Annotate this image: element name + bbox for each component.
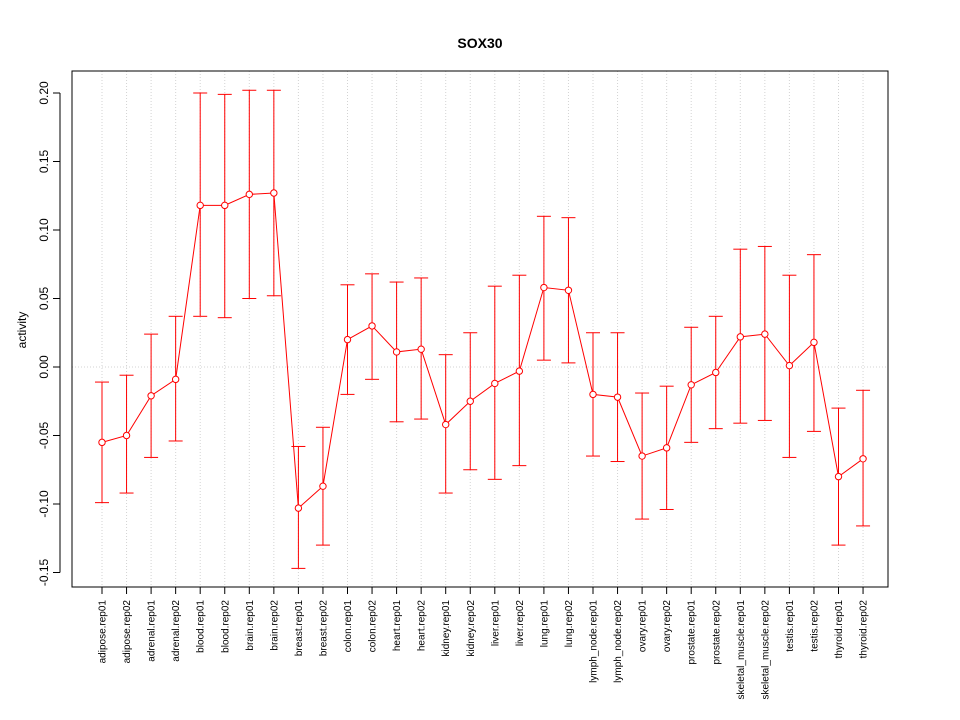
data-point <box>122 431 131 440</box>
data-point <box>761 330 769 338</box>
data-point <box>687 381 695 389</box>
data-point <box>392 348 401 356</box>
y-axis-title: activity <box>15 312 29 349</box>
data-point <box>417 345 425 353</box>
x-tick-label: lung.rep02 <box>564 600 575 648</box>
data-point <box>147 392 155 400</box>
data-point <box>98 438 106 447</box>
x-tick-label: thyroid.rep02 <box>859 600 870 659</box>
x-tick-label: liver.rep02 <box>515 600 526 647</box>
x-tick-label: lymph_node.rep02 <box>613 600 624 683</box>
data-point <box>294 504 303 512</box>
x-tick-label: heart.rep02 <box>417 600 428 652</box>
data-point <box>442 420 450 429</box>
y-tick-label: -0.15 <box>37 559 51 587</box>
axes: -0.15 -0.10 -0.05 0.00 0.05 0.10 0.15 0.20 adipo… <box>37 81 870 700</box>
data-point <box>859 455 867 463</box>
y-tick-label: -0.05 <box>37 422 51 450</box>
x-tick-label: blood.rep02 <box>220 600 231 653</box>
x-tick-label: brain.rep01 <box>245 600 256 651</box>
data-point <box>736 333 744 341</box>
data-point <box>712 368 720 377</box>
data-point <box>466 397 474 405</box>
x-tick-label: kidney.rep01 <box>441 600 452 657</box>
x-tick-label: thyroid.rep01 <box>834 600 845 659</box>
data-point <box>834 472 843 481</box>
x-tick-label: prostate.rep01 <box>687 600 698 665</box>
y-tick-label: 0.15 <box>37 149 51 173</box>
series-path <box>101 192 864 510</box>
error-bars <box>95 89 871 569</box>
x-tick-label: liver.rep01 <box>490 600 501 647</box>
x-tick-label: ovary.rep02 <box>662 600 673 653</box>
x-tick-label: lymph_node.rep01 <box>589 600 600 683</box>
data-point <box>564 286 573 294</box>
data-point <box>515 367 524 375</box>
series-line <box>101 192 864 510</box>
x-tick-label: prostate.rep02 <box>711 600 722 665</box>
x-tick-label: lung.rep01 <box>539 600 550 648</box>
data-point <box>196 201 204 210</box>
data-point <box>491 379 499 388</box>
x-tick-label: adipose.rep01 <box>98 600 109 664</box>
x-tick-label: heart.rep01 <box>392 600 403 652</box>
x-tick-label: skeletal_muscle.rep02 <box>760 600 771 700</box>
x-tick-label: ovary.rep01 <box>638 600 649 653</box>
grid-lines <box>101 71 864 587</box>
data-point <box>171 375 180 384</box>
data-point <box>221 201 229 210</box>
data-point <box>662 444 671 452</box>
x-tick-label: colon.rep01 <box>343 600 354 653</box>
data-point <box>540 283 548 292</box>
x-tick-label: kidney.rep02 <box>466 600 477 657</box>
data-point <box>613 393 622 401</box>
y-tick-label: 0.05 <box>37 286 51 310</box>
plot-frame <box>71 70 889 588</box>
x-tick-label: brain.rep02 <box>269 600 280 651</box>
data-points <box>98 189 867 512</box>
x-tick-label: testis.rep02 <box>809 600 820 652</box>
y-tick-label: 0.20 <box>37 81 51 105</box>
x-tick-label: blood.rep01 <box>196 600 207 653</box>
x-tick-label: breast.rep01 <box>294 600 305 657</box>
data-point <box>343 335 352 344</box>
data-point <box>638 452 646 460</box>
data-point <box>785 361 794 370</box>
data-point <box>319 482 327 490</box>
x-tick-label: skeletal_muscle.rep01 <box>736 600 747 700</box>
x-tick-label: colon.rep02 <box>368 600 379 653</box>
y-tick-label: 0.10 <box>37 218 51 242</box>
x-tick-label: adrenal.rep01 <box>147 600 158 662</box>
chart-title: SOX30 <box>457 35 502 51</box>
data-point <box>270 189 278 197</box>
x-tick-label: adipose.rep02 <box>122 600 133 664</box>
data-point <box>368 322 376 330</box>
data-point <box>589 390 597 399</box>
data-point <box>245 190 254 199</box>
y-tick-label: 0.00 <box>37 355 51 379</box>
x-tick-label: adrenal.rep02 <box>171 600 182 662</box>
x-tick-label: breast.rep02 <box>318 600 329 657</box>
x-tick-label: testis.rep01 <box>785 600 796 652</box>
data-point <box>810 338 818 347</box>
y-tick-label: -0.10 <box>37 490 51 518</box>
